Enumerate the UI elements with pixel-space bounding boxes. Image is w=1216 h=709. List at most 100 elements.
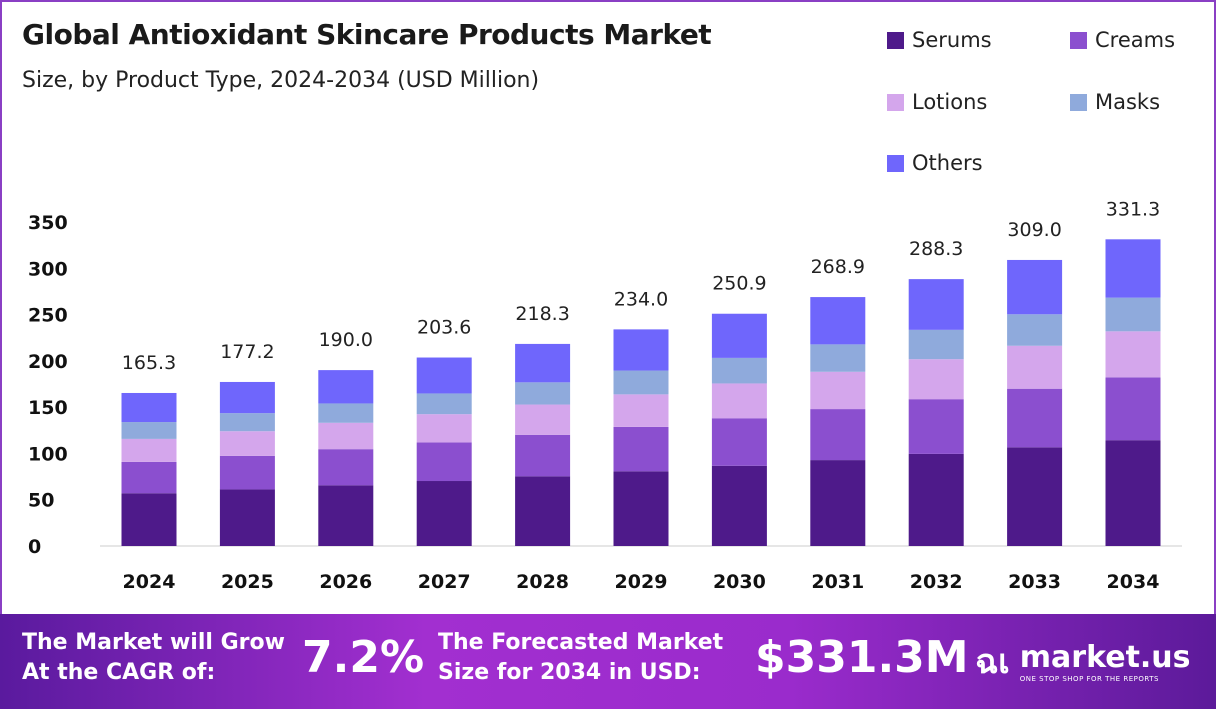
bar-segment-masks-2024 (121, 422, 177, 439)
bar-segment-others-2025 (219, 381, 275, 414)
forecast-label-line1: The Forecasted Market (438, 630, 724, 655)
bar-segment-lotions-2031 (810, 371, 866, 410)
bar-segment-lotions-2034 (1105, 331, 1161, 378)
bar-segment-lotions-2030 (711, 383, 767, 419)
bar-segment-masks-2027 (416, 393, 472, 415)
forecast-value: $331.3M (755, 632, 969, 683)
bar-segment-others-2029 (613, 329, 669, 371)
bar-segment-lotions-2026 (318, 422, 374, 450)
bar-segment-others-2033 (1007, 259, 1063, 315)
bar-segment-masks-2025 (219, 413, 275, 432)
bar-segment-creams-2030 (711, 418, 767, 466)
bar-segment-serums-2034 (1105, 440, 1161, 546)
legend-item-masks: Masks (1070, 90, 1160, 114)
cagr-label-line2: At the CAGR of: (22, 660, 216, 685)
logo-tagline: ONE STOP SHOP FOR THE REPORTS (1019, 674, 1159, 683)
legend-label: Others (912, 151, 983, 175)
bar-segment-serums-2026 (318, 485, 374, 546)
y-tick-label: 300 (28, 258, 68, 280)
legend-swatch (887, 93, 904, 111)
x-tick-label: 2033 (1008, 571, 1061, 593)
legend-swatch (887, 31, 904, 49)
bar-segment-creams-2029 (613, 426, 669, 472)
total-label: 288.3 (909, 238, 963, 260)
total-label: 331.3 (1106, 198, 1160, 220)
bar-segment-masks-2026 (318, 403, 374, 423)
legend-swatch (887, 154, 904, 172)
bar-segment-serums-2024 (121, 493, 177, 546)
bar-segment-masks-2028 (515, 382, 571, 405)
total-label: 203.6 (417, 317, 471, 339)
bar-segment-serums-2027 (416, 481, 472, 546)
logo-icon: ฉเ (975, 642, 1010, 682)
bar-segment-creams-2032 (908, 399, 964, 454)
logo-name: market.us (1019, 639, 1191, 675)
legend-label: Serums (912, 28, 992, 52)
bar-segment-others-2026 (318, 370, 374, 404)
bar-segment-creams-2034 (1105, 377, 1161, 441)
summary-banner: The Market will Grow At the CAGR of: 7.2… (0, 614, 1216, 709)
bar-segment-others-2031 (810, 297, 866, 345)
bar-segment-lotions-2024 (121, 438, 177, 462)
bar-segment-masks-2033 (1007, 314, 1063, 346)
chart-frame (0, 0, 1216, 614)
chart-subtitle: Size, by Product Type, 2024-2034 (USD Mi… (22, 68, 540, 93)
market-us-logo: ฉเ market.us ONE STOP SHOP FOR THE REPOR… (975, 634, 1191, 688)
legend-label: Masks (1095, 90, 1161, 114)
y-tick-label: 350 (28, 212, 68, 234)
bar-segment-masks-2034 (1105, 297, 1161, 332)
bar-segment-others-2028 (515, 343, 571, 383)
bar-segment-masks-2031 (810, 344, 866, 372)
chart-title: Global Antioxidant Skincare Products Mar… (22, 18, 712, 51)
x-tick-label: 2029 (615, 571, 668, 593)
bar-segment-creams-2031 (810, 409, 866, 461)
cagr-label: The Market will Grow At the CAGR of: (22, 628, 285, 688)
bar-segment-creams-2026 (318, 449, 374, 486)
bar-segment-lotions-2027 (416, 414, 472, 443)
bar-segment-lotions-2032 (908, 359, 964, 400)
total-label: 250.9 (712, 273, 766, 295)
bar-segment-others-2030 (711, 313, 767, 358)
legend-item-creams: Creams (1070, 28, 1175, 52)
bar-segment-masks-2030 (711, 357, 767, 384)
x-tick-label: 2034 (1107, 571, 1160, 593)
x-tick-label: 2028 (516, 571, 569, 593)
total-label: 309.0 (1007, 219, 1061, 241)
total-label: 234.0 (614, 288, 668, 310)
legend-item-others: Others (887, 151, 983, 175)
bar-segment-serums-2028 (515, 476, 571, 546)
bar-segment-masks-2032 (908, 329, 964, 360)
y-tick-label: 250 (28, 305, 68, 327)
bar-segment-others-2034 (1105, 239, 1161, 298)
bar-segment-serums-2031 (810, 460, 866, 546)
bar-segment-creams-2027 (416, 442, 472, 482)
x-tick-label: 2031 (811, 571, 864, 593)
bar-segment-creams-2024 (121, 461, 177, 494)
bar-segment-lotions-2029 (613, 394, 669, 427)
bar-segment-lotions-2033 (1007, 345, 1063, 389)
y-tick-label: 200 (28, 351, 68, 373)
legend-label: Creams (1095, 28, 1176, 52)
legend-label: Lotions (912, 90, 988, 114)
y-tick-label: 100 (28, 443, 68, 465)
cagr-value: 7.2% (302, 632, 425, 683)
bar-segment-creams-2033 (1007, 388, 1063, 448)
x-tick-label: 2024 (123, 571, 176, 593)
bar-segment-creams-2028 (515, 434, 571, 477)
total-label: 177.2 (220, 341, 274, 363)
bar-segment-serums-2029 (613, 471, 669, 546)
bar-segment-others-2032 (908, 279, 964, 330)
y-tick-label: 150 (28, 397, 68, 419)
stacked-bar-chart: 0 50 100 150 200 250 300 350 165.3 2024 177.2 2025 1… (28, 198, 1182, 593)
y-tick-label: 0 (28, 536, 41, 558)
bar-segment-others-2024 (121, 392, 177, 423)
legend-item-serums: Serums (887, 28, 992, 52)
total-label: 218.3 (515, 303, 569, 325)
bar-segment-creams-2025 (219, 455, 275, 490)
x-tick-label: 2027 (418, 571, 471, 593)
bar-segment-masks-2029 (613, 370, 669, 395)
total-label: 268.9 (811, 256, 865, 278)
x-tick-label: 2026 (319, 571, 372, 593)
bar-segment-serums-2032 (908, 453, 964, 546)
bar-segment-serums-2033 (1007, 447, 1063, 546)
